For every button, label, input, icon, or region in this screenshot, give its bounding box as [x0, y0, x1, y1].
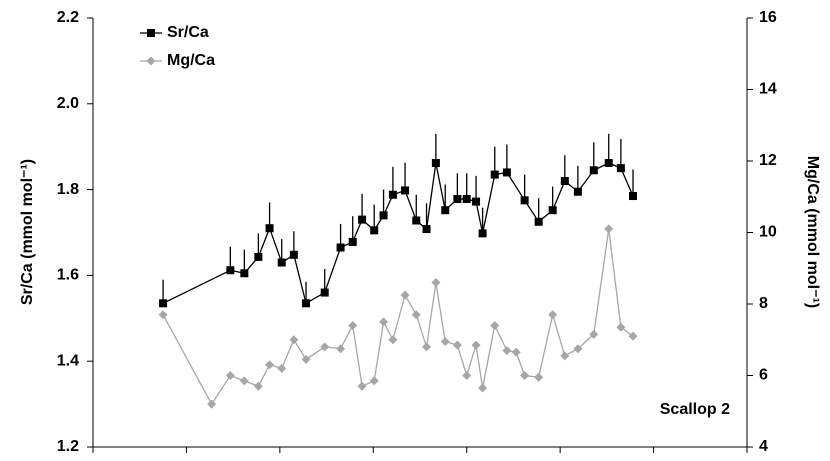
data-point: [369, 376, 379, 386]
y-tick-label: 1.4: [57, 352, 79, 369]
legend-label: Mg/Ca: [167, 52, 215, 69]
y2-tick-label: 8: [759, 295, 768, 312]
data-point: [462, 195, 471, 204]
data-point: [265, 224, 274, 233]
data-point: [254, 252, 263, 261]
data-point: [616, 164, 625, 173]
legend-marker: [147, 29, 155, 37]
y2-axis-label: Mg/Ca (mmol mol⁻¹): [804, 156, 821, 308]
data-point: [462, 371, 472, 380]
data-point: [453, 195, 462, 204]
annotation: Scallop 2: [660, 401, 730, 418]
data-point: [158, 310, 168, 320]
y2-tick-label: 4: [759, 438, 768, 455]
data-point: [573, 344, 583, 354]
data-point: [478, 383, 488, 393]
data-point: [490, 170, 499, 179]
data-point: [490, 320, 500, 330]
data-point: [412, 216, 421, 225]
data-point: [277, 363, 287, 373]
y2-tick-label: 10: [759, 224, 777, 241]
data-point: [534, 372, 544, 382]
legend-label: Sr/Ca: [167, 24, 209, 41]
data-point: [289, 250, 298, 259]
data-point: [348, 320, 358, 330]
y-tick-label: 1.2: [57, 438, 79, 455]
data-point: [534, 217, 543, 226]
data-point: [502, 168, 511, 177]
y-tick-label: 2.0: [57, 95, 79, 112]
data-point: [431, 278, 441, 288]
data-point: [277, 258, 286, 267]
data-point: [604, 224, 614, 234]
data-point: [422, 342, 432, 352]
data-point: [411, 310, 421, 320]
y2-tick-label: 12: [759, 152, 777, 169]
y-tick-label: 1.6: [57, 267, 79, 284]
data-point: [207, 399, 217, 409]
data-point: [358, 215, 367, 224]
data-point: [379, 211, 388, 220]
data-point: [440, 337, 450, 347]
data-point: [302, 299, 311, 308]
data-point: [265, 360, 275, 370]
data-point: [431, 159, 440, 168]
data-point: [388, 190, 397, 199]
data-point: [320, 342, 330, 352]
data-point: [502, 345, 512, 355]
data-point: [226, 266, 235, 275]
data-point: [388, 335, 398, 345]
data-point: [357, 381, 367, 391]
y2-tick-label: 16: [759, 9, 777, 26]
data-point: [452, 340, 462, 350]
data-point: [159, 299, 168, 308]
data-point: [471, 340, 481, 350]
data-point: [320, 288, 329, 297]
data-point: [225, 371, 235, 380]
data-point: [548, 310, 558, 320]
data-point: [422, 225, 431, 234]
data-point: [289, 335, 299, 345]
data-point: [336, 243, 345, 252]
data-point: [520, 371, 530, 380]
data-point: [560, 351, 570, 361]
data-point: [441, 206, 450, 215]
data-point: [301, 354, 311, 364]
data-point: [401, 186, 410, 195]
data-point: [370, 226, 379, 235]
data-point: [253, 381, 263, 391]
data-point: [589, 329, 599, 339]
data-point: [573, 187, 582, 196]
data-point: [379, 317, 389, 327]
data-point: [628, 331, 638, 341]
data-point: [348, 237, 357, 246]
data-point: [478, 229, 487, 238]
y2-tick-label: 14: [759, 81, 777, 98]
y2-tick-label: 6: [759, 367, 768, 384]
y-tick-label: 1.8: [57, 181, 79, 198]
data-point: [548, 206, 557, 215]
y-tick-label: 2.2: [57, 9, 79, 26]
data-point: [336, 344, 346, 354]
data-point: [239, 376, 249, 386]
data-point: [511, 347, 521, 357]
data-point: [400, 290, 410, 300]
data-point: [560, 177, 569, 186]
series-line: [162, 228, 634, 406]
data-point: [472, 197, 481, 206]
legend-marker: [146, 56, 156, 66]
data-point: [520, 196, 529, 205]
data-point: [629, 192, 638, 201]
data-point: [589, 166, 598, 175]
data-point: [604, 159, 613, 168]
data-point: [240, 269, 249, 278]
data-point: [616, 322, 626, 332]
y-axis-label: Sr/Ca (mmol mol⁻¹): [19, 159, 36, 305]
